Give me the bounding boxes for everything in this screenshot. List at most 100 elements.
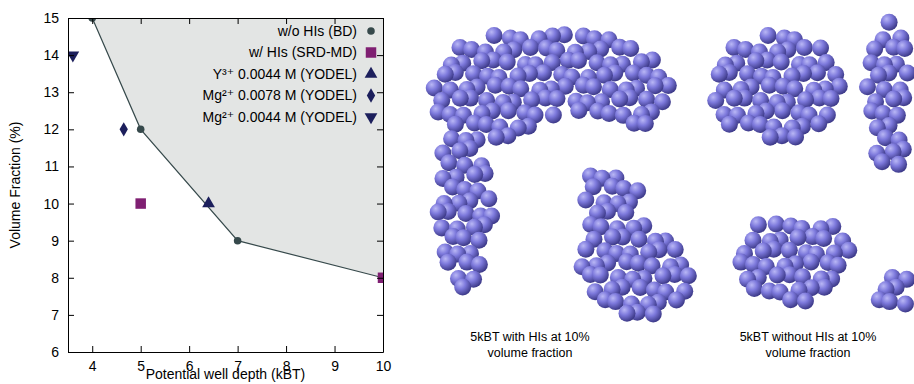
tick-mark [377,129,383,130]
tick-mark [68,241,74,242]
tick-label: 12 [43,121,59,137]
particle [454,279,471,296]
particle [430,203,447,220]
tick-mark [377,92,383,93]
tick [377,241,383,242]
tick-mark [335,346,336,352]
tick-mark [68,166,74,167]
legend-marker [366,47,376,57]
particle [881,14,898,31]
particle [782,291,799,308]
tick [377,315,383,316]
particle [447,116,464,133]
particle [803,253,820,270]
particle [488,129,505,146]
tick-mark [92,18,93,24]
axis-line [383,19,384,353]
particle-render [426,26,697,322]
particle [486,27,503,44]
particle [618,305,635,322]
particle [466,166,483,183]
tick-mark [377,55,383,56]
particle [471,256,488,273]
axis-line [68,19,69,353]
tick-mark [68,352,74,353]
tick: 11 [44,158,74,174]
particle [899,64,914,81]
tick-mark [68,18,74,19]
tick: 9 [51,233,74,249]
particle [812,39,829,56]
particle [522,39,539,56]
legend-marker [365,113,378,124]
particle [750,216,767,233]
particle [570,102,587,119]
y-axis-title: Volume Fraction (%) [7,122,23,249]
particle [680,267,697,284]
particle [896,40,913,57]
particle [711,66,728,83]
particle [577,192,594,209]
tick: 12 [43,121,74,137]
particle [668,291,685,308]
particle [787,128,804,145]
particle [823,90,840,107]
tick-mark [141,18,142,24]
tick: 6 [51,344,74,360]
tick: 13 [43,84,74,100]
legend-label: Y³⁺ 0.0044 M (YODEL) [213,66,357,82]
tick-mark [189,18,190,24]
tick-label: 5 [137,358,145,374]
legend-label: Mg²⁺ 0.0078 M (YODEL) [203,87,357,103]
caption-line: volume fraction [766,346,851,360]
particle [760,27,777,44]
particle [890,156,907,173]
particle [455,229,472,246]
caption-line: 5kBT with HIs at 10% [470,330,589,344]
caption: 5kBT with HIs at 10%volume fraction [470,330,589,360]
data-point [202,196,215,207]
tick-mark [68,129,74,130]
tick-mark [377,241,383,242]
particle [881,293,898,310]
tick-mark [377,352,383,353]
tick: 8 [51,270,74,286]
particle [622,40,639,57]
axis-line [69,18,384,19]
particle [577,241,594,258]
tick-label: 6 [51,344,59,360]
tick [377,166,383,167]
region-area [92,18,383,278]
particle [545,107,562,124]
legend-marker [367,27,375,35]
tick: 4 [89,346,97,374]
particle [859,78,876,95]
legend-label: Mg²⁺ 0.0044 M (YODEL) [203,109,357,125]
x-axis-title: Potential well depth (kBT) [146,366,306,382]
caption: 5kBT without HIs at 10% volume fraction [740,330,877,360]
particle [774,102,791,119]
data-point [68,51,79,62]
particle [769,266,786,283]
tick-mark [377,166,383,167]
tick-mark [377,278,383,279]
particle [500,102,517,119]
tick-label: 7 [51,307,59,323]
tick: 9 [331,346,339,374]
tick [377,352,383,353]
tick: 14 [43,47,74,63]
tick [377,278,383,279]
particle [897,296,914,313]
data-point [120,122,128,136]
tick-mark [68,315,74,316]
particle [440,254,457,271]
particle [810,115,827,132]
particle [585,78,602,95]
tick-mark [238,346,239,352]
particle [570,52,587,69]
tick-label: 9 [51,233,59,249]
tick-mark [68,92,74,93]
y-axis-right [377,19,384,353]
particle [796,39,813,56]
caption-line: 5kBT without HIs at 10% [740,330,877,344]
